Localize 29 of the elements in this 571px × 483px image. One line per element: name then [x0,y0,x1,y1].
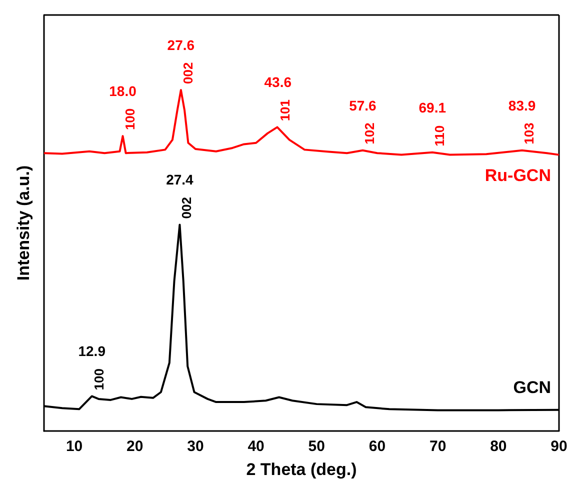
annotation: 27.4 [166,172,194,188]
y-axis-title: Intensity (a.u.) [14,165,33,281]
x-tick-label: 40 [248,438,264,455]
x-tick-label: 70 [429,438,446,455]
annotation: 83.9 [508,97,536,114]
annotation: 27.6 [167,37,195,54]
annotation: 100 [91,368,106,390]
x-tick-label: 10 [66,438,83,455]
annotation: 110 [432,125,447,146]
annotation: 18.0 [109,83,137,100]
annotation: 101 [277,99,292,122]
series-label: GCN [513,378,551,397]
annotation: 103 [522,122,537,144]
x-axis-title: 2 Theta (deg.) [246,460,357,479]
x-tick-label: 20 [126,438,144,455]
annotation: 12.9 [78,343,106,360]
x-tick-label: 60 [368,438,386,455]
series-label: Ru-GCN [484,166,551,185]
annotation: 002 [180,62,196,84]
annotation: 43.6 [264,74,292,90]
annotation: 69.1 [418,99,446,116]
annotation: 100 [122,108,138,130]
annotation: 57.6 [349,97,377,114]
x-tick-label: 90 [550,438,568,455]
x-tick-label: 50 [308,438,325,455]
x-tick-label: 80 [490,438,507,455]
x-tick-label: 30 [187,438,204,455]
annotation: 102 [362,122,378,144]
annotation: 002 [179,197,194,219]
